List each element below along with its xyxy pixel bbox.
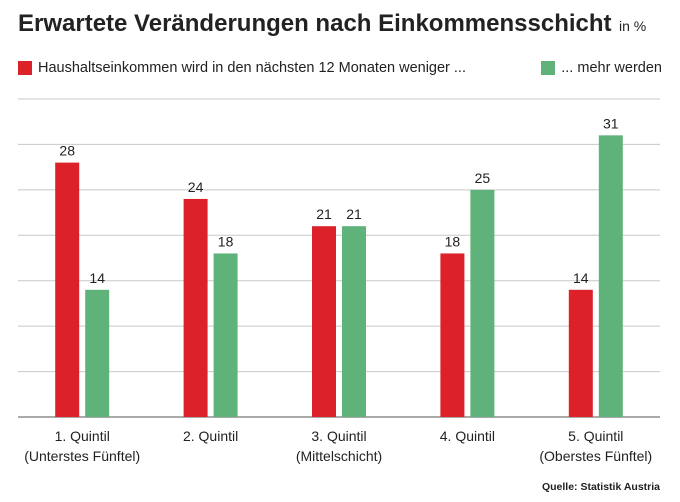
legend-item-mehr: ... mehr werden bbox=[541, 60, 662, 76]
bar-2-5 bbox=[598, 135, 623, 418]
data-label-2-5: 31 bbox=[603, 115, 619, 131]
bar-1-4 bbox=[440, 253, 465, 417]
legend-swatch-red bbox=[18, 61, 32, 75]
chart-title-text: Erwartete Veränderungen nach Einkommenss… bbox=[18, 10, 612, 37]
x-tick-label: 4. Quintil bbox=[440, 428, 495, 444]
x-tick-label: (Oberstes Fünftel) bbox=[539, 448, 652, 464]
chart-title: Erwartete Veränderungen nach Einkommenss… bbox=[18, 10, 646, 38]
data-label-1-2: 24 bbox=[188, 179, 204, 195]
legend-swatch-green bbox=[541, 61, 556, 75]
bar-1-5 bbox=[568, 289, 593, 417]
source-note: Quelle: Statistik Austria bbox=[541, 481, 660, 493]
data-label-2-1: 14 bbox=[89, 270, 105, 286]
chart-unit: in % bbox=[618, 18, 647, 34]
legend-label-weniger: Haushaltseinkommen wird in den nächsten … bbox=[38, 60, 466, 76]
data-label-1-4: 18 bbox=[445, 233, 461, 249]
bar-2-4 bbox=[470, 189, 495, 417]
bar-1-3 bbox=[312, 226, 336, 417]
x-tick-label: 3. Quintil bbox=[311, 428, 366, 444]
legend-item-weniger: Haushaltseinkommen wird in den nächsten … bbox=[18, 60, 466, 76]
data-label-2-2: 18 bbox=[218, 233, 234, 249]
x-tick-label: 1. Quintil bbox=[55, 428, 110, 444]
bar-2-3 bbox=[342, 226, 366, 417]
data-label-1-3: 21 bbox=[316, 206, 332, 222]
bar-2-2 bbox=[213, 253, 238, 417]
legend: Haushaltseinkommen wird in den nächsten … bbox=[18, 60, 662, 84]
x-tick-label: (Unterstes Fünftel) bbox=[24, 448, 140, 464]
bar-1-1 bbox=[55, 162, 80, 417]
x-tick-label: 5. Quintil bbox=[568, 428, 623, 444]
bar-2-1 bbox=[85, 289, 110, 417]
x-tick-label: 2. Quintil bbox=[183, 428, 238, 444]
data-label-2-3: 21 bbox=[346, 206, 362, 222]
bar-1-2 bbox=[183, 198, 208, 417]
data-label-1-1: 28 bbox=[59, 143, 75, 159]
x-tick-label: (Mittelschicht) bbox=[296, 448, 382, 464]
data-label-1-5: 14 bbox=[573, 270, 589, 286]
legend-label-mehr: ... mehr werden bbox=[561, 60, 662, 76]
data-label-2-4: 25 bbox=[475, 170, 491, 186]
